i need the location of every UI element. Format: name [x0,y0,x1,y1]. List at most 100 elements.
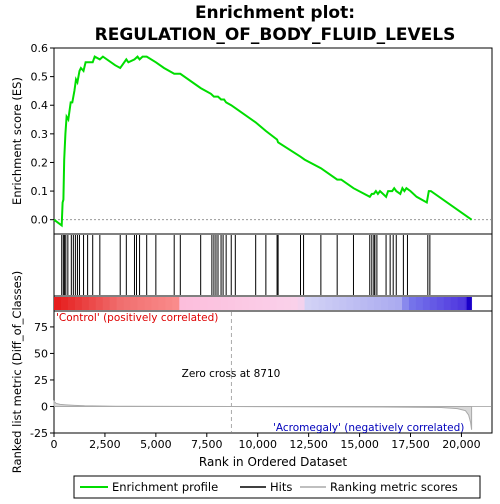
colorbar-segment-31 [269,297,278,310]
colorbar-segment-16 [165,297,173,310]
hits-layer [61,235,431,295]
colorbar-segment-39 [325,297,333,310]
legend-box [73,475,481,499]
colorbar-segment-36 [304,297,312,310]
chart-title-line1: Enrichment plot: [195,3,355,23]
colorbar-segment-56 [443,297,452,310]
colorbar-segment-1 [60,297,69,310]
metric-y-axis-label: Ranked list metric (Diff_of_Classes) [10,271,24,473]
colorbar-segment-10 [123,297,131,310]
metric-ytick-label-0: -25 [30,427,48,440]
colorbar-layer [54,297,473,310]
metric-ytick-label-3: 50 [34,347,48,360]
colorbar-segment-3 [74,297,83,310]
colorbar-segment-23 [214,297,222,310]
es-ytick-label-0: 0.0 [31,214,49,227]
hits-panel-frame [53,233,493,297]
xtick-label-2: 5,000 [140,438,172,451]
colorbar-segment-24 [221,297,229,310]
colorbar-segment-18 [179,297,187,310]
es-ytick-label-2: 0.2 [31,156,49,169]
colorbar-segment-38 [318,297,326,310]
colorbar-segment-7 [102,297,111,310]
colorbar-segment-29 [255,297,264,310]
xtick-label-3: 7,500 [191,438,223,451]
metric-panel-frame [53,310,493,434]
negative-class-label: 'Acromegaly' (negatively correlated) [273,422,464,434]
colorbar-segment-55 [436,297,445,310]
metric-ytick-label-4: 75 [34,321,48,334]
colorbar-segment-44 [360,297,368,310]
zero-cross-label: Zero cross at 8710 [182,368,281,380]
legend-label-profile: Enrichment profile [112,480,218,494]
colorbar-segment-22 [207,297,215,310]
colorbar-segment-53 [422,297,431,310]
colorbar-segment-28 [248,297,257,310]
colorbar-segment-42 [346,297,354,310]
colorbar-segment-43 [353,297,361,310]
colorbar-end-block [466,297,472,310]
metric-layer [53,312,492,432]
colorbar-segment-19 [186,297,194,310]
colorbar-segment-11 [130,297,138,310]
xtick-label-6: 15,000 [340,438,379,451]
colorbar-segment-57 [450,297,459,310]
legend-label-metric: Ranking metric scores [330,480,458,494]
colorbar-segment-6 [95,297,104,310]
x-axis-label: Rank in Ordered Dataset [199,455,347,469]
es-ytick-label-1: 0.1 [31,185,49,198]
es-layer [53,55,492,228]
colorbar-segment-32 [276,297,285,310]
xtick-label-7: 17,500 [391,438,430,451]
es-y-axis-label: Enrichment score (ES) [10,77,24,205]
legend-label-hits: Hits [270,480,292,494]
colorbar-segment-50 [402,297,410,310]
colorbar-segment-2 [67,297,76,310]
es-ytick-label-6: 0.6 [31,42,49,55]
colorbar-segment-12 [137,297,145,310]
positive-class-label: 'Control' (positively correlated) [56,312,218,324]
colorbar-segment-37 [311,297,319,310]
xtick-label-1: 2,500 [89,438,121,451]
colorbar-segment-52 [415,297,424,310]
colorbar-segment-34 [290,297,299,310]
colorbar-segment-45 [367,297,375,310]
colorbar-segment-5 [88,297,97,310]
xtick-label-5: 12,500 [289,438,328,451]
colorbar-segment-13 [144,297,152,310]
colorbar-segment-30 [262,297,271,310]
colorbar-segment-54 [429,297,438,310]
es-panel-frame [53,47,493,235]
colorbar-segment-14 [151,297,159,310]
colorbar-segment-40 [332,297,340,310]
colorbar-segment-20 [193,297,201,310]
colorbar-segment-0 [54,297,62,310]
colorbar-segment-58 [457,297,466,310]
metric-curve [53,399,473,430]
colorbar-segment-27 [241,297,250,310]
colorbar-segment-21 [200,297,208,310]
metric-ytick-label-1: 0 [41,400,48,413]
es-ytick-label-4: 0.4 [31,99,49,112]
colorbar-segment-8 [109,297,118,310]
colorbar-segment-41 [339,297,347,310]
colorbar-segment-33 [283,297,292,310]
colorbar-segment-17 [172,297,180,310]
metric-ytick-label-2: 25 [34,374,48,387]
colorbar-segment-25 [228,297,236,310]
colorbar-segment-4 [81,297,90,310]
colorbar-segment-48 [388,297,396,310]
colorbar-segment-15 [158,297,166,310]
es-ytick-label-3: 0.3 [31,128,49,141]
colorbar-segment-26 [234,297,243,310]
xtick-label-0: 0 [51,438,58,451]
colorbar-segment-47 [381,297,389,310]
colorbar-segment-51 [408,297,417,310]
colorbar-segment-35 [297,297,305,310]
colorbar-segment-49 [395,297,403,310]
colorbar-segment-46 [374,297,382,310]
enrichment-profile-line [53,55,473,228]
